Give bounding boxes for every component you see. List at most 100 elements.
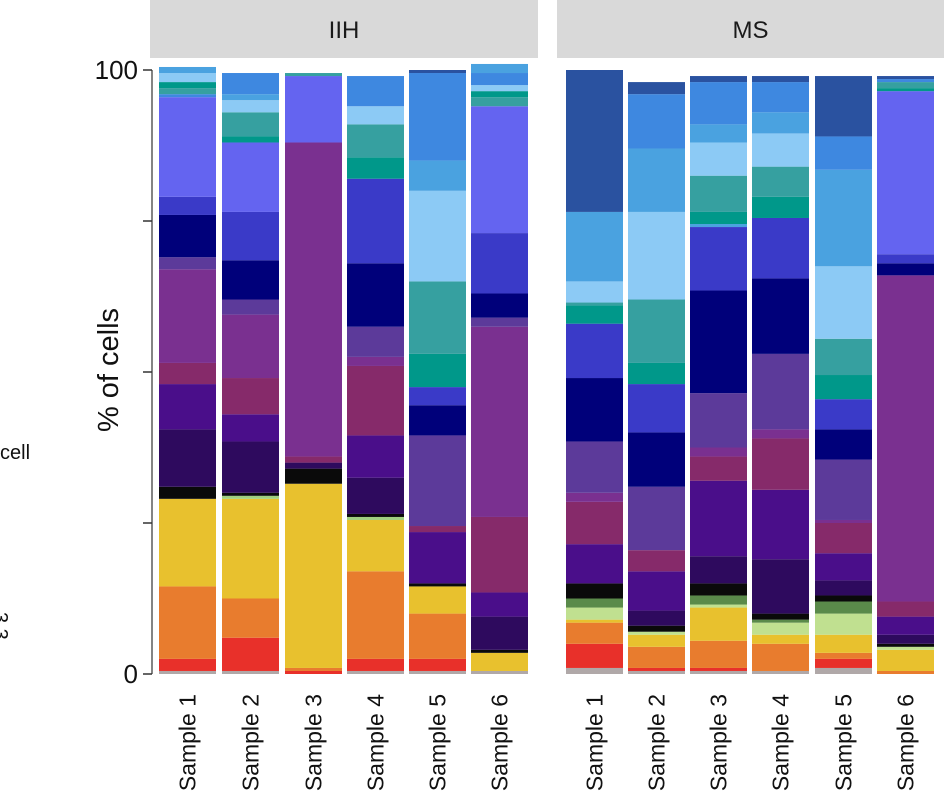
bar-segment [159,586,216,659]
bar-segment [628,82,685,95]
bar-segment [409,190,466,282]
bar-segment [159,214,216,258]
bar-segment [347,263,404,327]
y-axis: 0 100 [95,55,153,689]
bar-segment [752,353,809,430]
bar-segment [566,643,623,668]
bar-segment [222,414,279,442]
panel-ms: MS Sample 1 Sample 2 Sample 3 Sample 4 Sample… [557,0,944,791]
stacked-bar [690,76,747,674]
bar-segment [409,658,466,671]
bar-segment [815,595,872,602]
y-tick-label: 100 [95,55,138,85]
bar-segment [877,601,934,617]
bar-segment [877,670,934,674]
bar-segment [409,586,466,614]
bar-segment [347,519,404,572]
bar-segment [347,435,404,478]
bar-segment [409,526,466,533]
bar-segment [877,79,934,83]
bar-segment [628,432,685,487]
stacked-bar [409,70,466,674]
bar-segment [815,375,872,400]
bar-segment [222,637,279,671]
bar-segment [566,378,623,442]
x-tick-label: Sample 4 [363,694,389,791]
bar-segment [409,613,466,659]
bar-segment [566,619,623,623]
bar-segment [285,468,342,484]
bar-segment [566,323,623,379]
bar-segment [690,227,747,291]
bar-segment [690,607,747,641]
bar-segment [752,82,809,113]
x-tick-label: Sample 2 [644,694,670,791]
stacked-bar [471,63,528,674]
bar-segment [877,82,934,89]
bar-segment [222,498,279,599]
bar-segment [222,314,279,379]
bar-segment [628,148,685,212]
stacked-bar [752,76,809,674]
stacked-bar [285,73,342,674]
bar-segment [690,480,747,557]
bar-segment [285,142,342,457]
bar-segment [409,353,466,388]
bar-segment [159,486,216,499]
bar-segment [347,178,404,264]
bar-segment [628,631,685,635]
x-tick-label: Sample 3 [706,694,732,791]
bar-segment [471,516,528,593]
bar-segment [752,619,809,623]
bar-segment [815,338,872,376]
bar-segment [815,169,872,267]
x-tick-label: Sample 5 [831,694,857,791]
bar-segment [409,73,466,161]
bar-segment [628,384,685,433]
bar-segment [752,196,809,218]
x-tick-label: Sample 3 [301,694,327,791]
bar-segment [471,670,528,674]
bar-segment [409,583,466,587]
bar-segment [566,607,623,620]
bar-segment [815,429,872,460]
bar-segment [159,362,216,385]
bar-segment [566,667,623,674]
x-tick-label: Sample 1 [175,694,201,791]
bar-segment [159,269,216,363]
bar-segment [877,649,934,671]
bar-segment [471,106,528,234]
bar-segment [815,658,872,668]
bar-segment [815,459,872,520]
bar-segment [566,305,623,324]
bar-segment [628,362,685,385]
x-tick-label: Sample 1 [582,694,608,791]
bar-segment [222,670,279,674]
bar-segment [347,365,404,436]
bar-segment [815,601,872,614]
bar-segment [752,278,809,354]
bar-segment [690,211,747,225]
bar-segment [347,477,404,514]
bar-segment [159,82,216,89]
bar-segment [628,625,685,632]
bar-segment [815,76,872,137]
bar-segment [347,658,404,671]
bar-segment [752,634,809,644]
bar-segment [815,399,872,430]
bar-segment [471,85,528,92]
stacked-bar [815,76,872,674]
bar-segment [471,97,528,107]
bar-segment [566,70,623,212]
bar-segment [409,405,466,436]
bar-segment [285,73,342,77]
bar-segment [566,281,623,303]
bar-segment [347,670,404,674]
bar-segment [628,550,685,572]
x-tick-label: Sample 2 [238,694,264,791]
bar-segment [752,429,809,439]
bar-segment [628,634,685,647]
x-tick-label: Sample 5 [425,694,451,791]
bar-segment [159,257,216,270]
